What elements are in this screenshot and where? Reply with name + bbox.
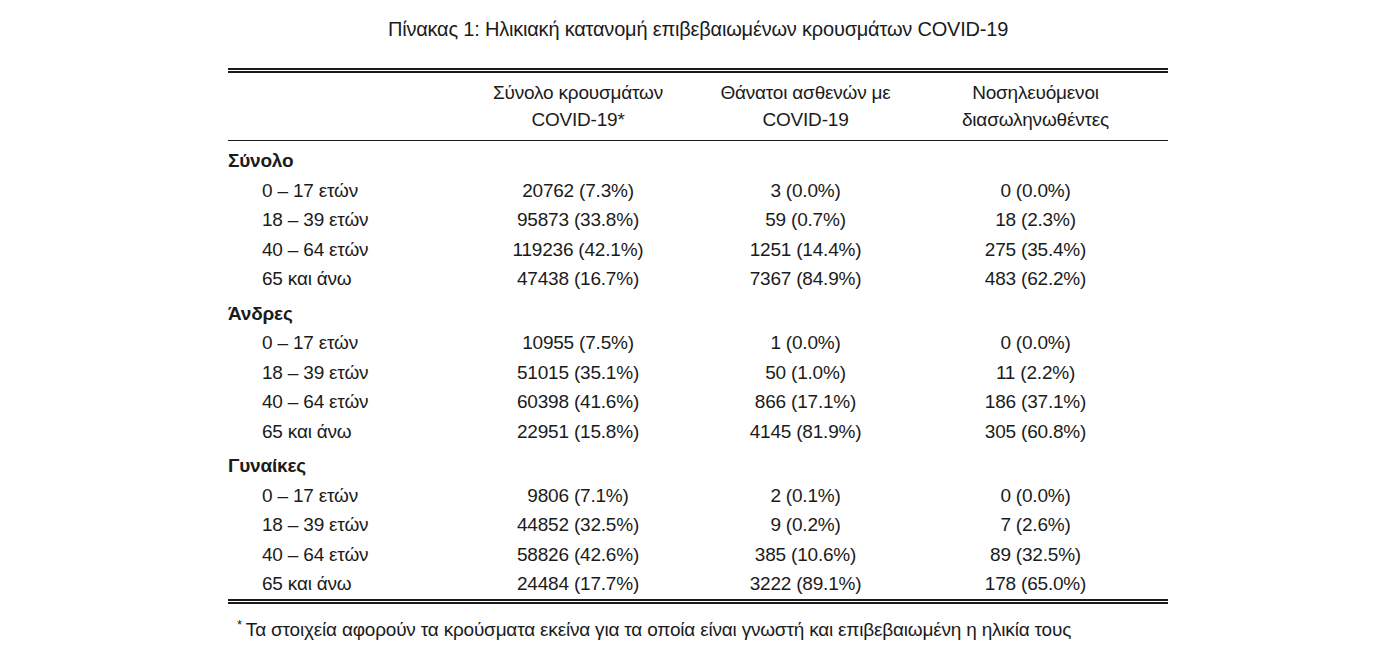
table-row: 0 – 17 ετών 9806 (7.1%) 2 (0.1%) 0 (0.0%… <box>228 481 1168 511</box>
cases-cell: 24484 (17.7%) <box>448 569 708 601</box>
intubated-cell: 305 (60.8%) <box>903 417 1168 447</box>
intubated-cell: 483 (62.2%) <box>903 264 1168 294</box>
age-label: 0 – 17 ετών <box>228 176 448 206</box>
intubated-cell: 178 (65.0%) <box>903 569 1168 601</box>
table-row: 65 και άνω 22951 (15.8%) 4145 (81.9%) 30… <box>228 417 1168 447</box>
deaths-cell: 9 (0.2%) <box>708 510 903 540</box>
cases-cell: 20762 (7.3%) <box>448 176 708 206</box>
cases-cell: 22951 (15.8%) <box>448 417 708 447</box>
age-label: 0 – 17 ετών <box>228 481 448 511</box>
group-label: Σύνολο <box>228 141 1168 176</box>
cases-cell: 47438 (16.7%) <box>448 264 708 294</box>
cases-cell: 58826 (42.6%) <box>448 540 708 570</box>
cases-cell: 44852 (32.5%) <box>448 510 708 540</box>
deaths-cell: 3222 (89.1%) <box>708 569 903 601</box>
deaths-cell: 866 (17.1%) <box>708 387 903 417</box>
intubated-cell: 186 (37.1%) <box>903 387 1168 417</box>
age-label: 40 – 64 ετών <box>228 235 448 265</box>
deaths-cell: 7367 (84.9%) <box>708 264 903 294</box>
document-content: Πίνακας 1: Ηλικιακή κατανομή επιβεβαιωμέ… <box>228 0 1168 642</box>
covid-age-distribution-table: Σύνολο κρουσμάτων COVID-19* Θάνατοι ασθε… <box>228 68 1168 604</box>
intubated-cell: 0 (0.0%) <box>903 481 1168 511</box>
header-row: Σύνολο κρουσμάτων COVID-19* Θάνατοι ασθε… <box>228 71 1168 141</box>
deaths-cell: 385 (10.6%) <box>708 540 903 570</box>
footnote-text: Τα στοιχεία αφορούν τα κρούσματα εκείνα … <box>246 619 1071 640</box>
age-label: 0 – 17 ετών <box>228 328 448 358</box>
table-row: 40 – 64 ετών 58826 (42.6%) 385 (10.6%) 8… <box>228 540 1168 570</box>
cases-cell: 95873 (33.8%) <box>448 205 708 235</box>
intubated-cell: 0 (0.0%) <box>903 176 1168 206</box>
group-label: Άνδρες <box>228 294 1168 329</box>
age-label: 18 – 39 ετών <box>228 510 448 540</box>
header-deaths-line2: COVID-19 <box>762 109 848 130</box>
table-row: 0 – 17 ετών 20762 (7.3%) 3 (0.0%) 0 (0.0… <box>228 176 1168 206</box>
header-blank <box>228 71 448 141</box>
deaths-cell: 2 (0.1%) <box>708 481 903 511</box>
intubated-cell: 11 (2.2%) <box>903 358 1168 388</box>
table-row: 40 – 64 ετών 119236 (42.1%) 1251 (14.4%)… <box>228 235 1168 265</box>
table-row: 65 και άνω 47438 (16.7%) 7367 (84.9%) 48… <box>228 264 1168 294</box>
cases-cell: 51015 (35.1%) <box>448 358 708 388</box>
group-row-women: Γυναίκες <box>228 446 1168 481</box>
table-row: 65 και άνω 24484 (17.7%) 3222 (89.1%) 17… <box>228 569 1168 601</box>
table-row: 18 – 39 ετών 44852 (32.5%) 9 (0.2%) 7 (2… <box>228 510 1168 540</box>
header-deaths-line1: Θάνατοι ασθενών με <box>720 82 890 103</box>
intubated-cell: 89 (32.5%) <box>903 540 1168 570</box>
deaths-cell: 59 (0.7%) <box>708 205 903 235</box>
table-title: Πίνακας 1: Ηλικιακή κατανομή επιβεβαιωμέ… <box>228 16 1168 42</box>
cases-cell: 9806 (7.1%) <box>448 481 708 511</box>
group-row-men: Άνδρες <box>228 294 1168 329</box>
cases-cell: 60398 (41.6%) <box>448 387 708 417</box>
header-cases: Σύνολο κρουσμάτων COVID-19* <box>448 71 708 141</box>
cases-cell: 10955 (7.5%) <box>448 328 708 358</box>
cases-cell: 119236 (42.1%) <box>448 235 708 265</box>
table-body: Σύνολο 0 – 17 ετών 20762 (7.3%) 3 (0.0%)… <box>228 141 1168 602</box>
footnote-marker: * <box>237 617 242 632</box>
table-footnote: * Τα στοιχεία αφορούν τα κρούσματα εκείνα… <box>228 613 1168 642</box>
table-row: 18 – 39 ετών 51015 (35.1%) 50 (1.0%) 11 … <box>228 358 1168 388</box>
header-intubated-line1: Νοσηλευόμενοι <box>972 82 1099 103</box>
age-label: 65 και άνω <box>228 417 448 447</box>
deaths-cell: 4145 (81.9%) <box>708 417 903 447</box>
deaths-cell: 1 (0.0%) <box>708 328 903 358</box>
group-row-total: Σύνολο <box>228 141 1168 176</box>
age-label: 65 και άνω <box>228 569 448 601</box>
deaths-cell: 50 (1.0%) <box>708 358 903 388</box>
age-label: 65 και άνω <box>228 264 448 294</box>
table-header: Σύνολο κρουσμάτων COVID-19* Θάνατοι ασθε… <box>228 71 1168 141</box>
deaths-cell: 3 (0.0%) <box>708 176 903 206</box>
age-label: 18 – 39 ετών <box>228 205 448 235</box>
intubated-cell: 275 (35.4%) <box>903 235 1168 265</box>
header-intubated: Νοσηλευόμενοι διασωληνωθέντες <box>903 71 1168 141</box>
age-label: 18 – 39 ετών <box>228 358 448 388</box>
table-row: 18 – 39 ετών 95873 (33.8%) 59 (0.7%) 18 … <box>228 205 1168 235</box>
header-intubated-line2: διασωληνωθέντες <box>962 109 1109 130</box>
age-label: 40 – 64 ετών <box>228 540 448 570</box>
table-row: 0 – 17 ετών 10955 (7.5%) 1 (0.0%) 0 (0.0… <box>228 328 1168 358</box>
deaths-cell: 1251 (14.4%) <box>708 235 903 265</box>
intubated-cell: 0 (0.0%) <box>903 328 1168 358</box>
age-label: 40 – 64 ετών <box>228 387 448 417</box>
header-deaths: Θάνατοι ασθενών με COVID-19 <box>708 71 903 141</box>
intubated-cell: 7 (2.6%) <box>903 510 1168 540</box>
header-cases-line1: Σύνολο κρουσμάτων <box>493 82 663 103</box>
header-cases-line2: COVID-19* <box>531 109 624 130</box>
group-label: Γυναίκες <box>228 446 1168 481</box>
table-row: 40 – 64 ετών 60398 (41.6%) 866 (17.1%) 1… <box>228 387 1168 417</box>
intubated-cell: 18 (2.3%) <box>903 205 1168 235</box>
